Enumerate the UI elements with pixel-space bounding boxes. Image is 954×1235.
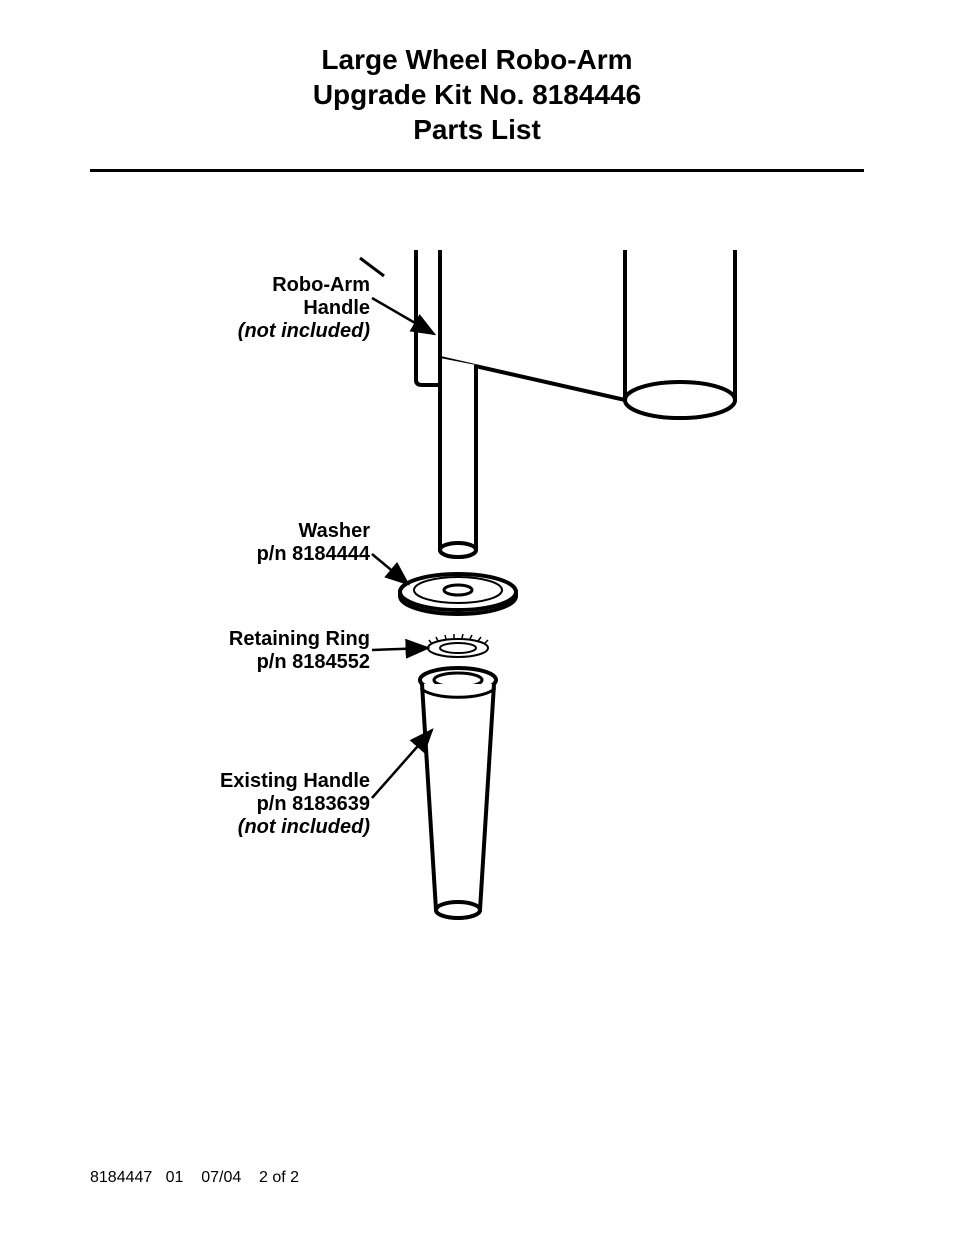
label-text: Washer <box>170 520 370 543</box>
label-text: p/n 8183639 <box>140 793 370 816</box>
label-washer: Washer p/n 8184444 <box>170 520 370 566</box>
footer-date: 07/04 <box>201 1169 241 1186</box>
label-text: p/n 8184444 <box>170 543 370 566</box>
label-text: Handle <box>140 297 370 320</box>
footer-rev: 01 <box>166 1169 184 1186</box>
label-text: Existing Handle <box>140 770 370 793</box>
label-existing-handle: Existing Handle p/n 8183639 (not include… <box>140 770 370 839</box>
part-retaining-ring <box>428 634 488 657</box>
title-line-1: Large Wheel Robo-Arm <box>0 42 954 77</box>
parts-diagram: Robo-Arm Handle (not included) Washer p/… <box>140 250 820 970</box>
page-title: Large Wheel Robo-Arm Upgrade Kit No. 818… <box>0 0 954 147</box>
part-existing-handle <box>420 668 496 918</box>
arrow-washer <box>372 554 408 584</box>
label-text: p/n 8184552 <box>140 651 370 674</box>
page: Large Wheel Robo-Arm Upgrade Kit No. 818… <box>0 0 954 1235</box>
part-washer <box>400 574 516 614</box>
arrow-retaining-ring <box>372 648 428 650</box>
title-line-2: Upgrade Kit No. 8184446 <box>0 77 954 112</box>
parts-illustration <box>140 250 820 970</box>
footer-doc-number: 8184447 <box>90 1169 152 1186</box>
title-rule <box>90 169 864 172</box>
label-note: (not included) <box>140 320 370 343</box>
arrow-existing-handle <box>372 730 432 798</box>
label-note: (not included) <box>140 816 370 839</box>
label-retaining-ring: Retaining Ring p/n 8184552 <box>140 628 370 674</box>
title-line-3: Parts List <box>0 112 954 147</box>
label-text: Retaining Ring <box>140 628 370 651</box>
label-text: Robo-Arm <box>140 274 370 297</box>
page-footer: 8184447 01 07/04 2 of 2 <box>90 1169 299 1187</box>
label-robo-arm-handle: Robo-Arm Handle (not included) <box>140 274 370 343</box>
footer-page: 2 of 2 <box>259 1169 299 1186</box>
part-robo-arm-handle <box>360 250 735 557</box>
arrow-robo-arm-handle <box>372 298 434 334</box>
